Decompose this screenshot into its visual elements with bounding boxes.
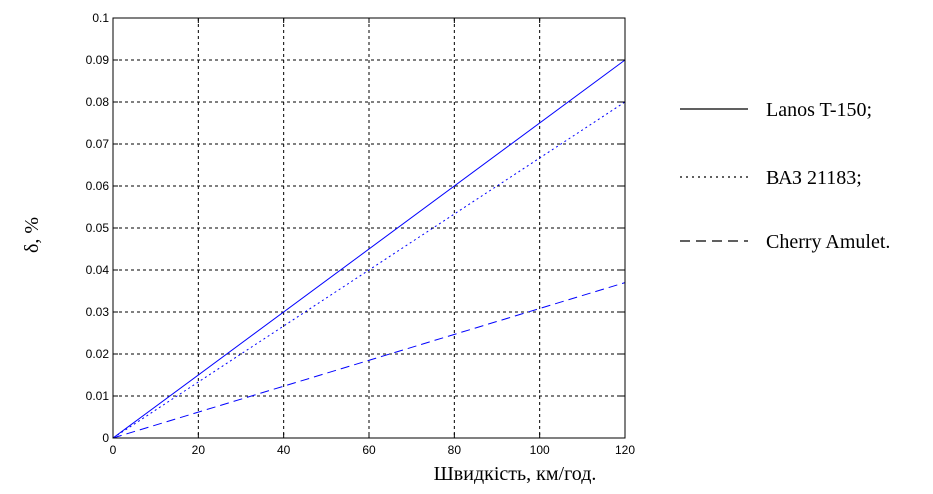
x-tick-label: 60 [362, 443, 376, 457]
y-tick-label: 0.04 [86, 263, 110, 277]
y-axis-title: δ, % [21, 217, 43, 253]
legend-label: Cherry Amulet. [766, 231, 890, 253]
x-tick-label: 40 [277, 443, 291, 457]
grid-lines [113, 18, 625, 438]
x-axis-title: Швидкість, км/год. [434, 463, 597, 485]
x-tick-label: 80 [448, 443, 462, 457]
legend: Lanos T-150; ВАЗ 21183; Cherry Amulet. [680, 99, 890, 253]
series-line [112, 282, 626, 439]
y-axis-ticks: 0 0.01 0.02 0.03 0.04 0.05 0.06 0.07 0.08 0.09 0.1 [86, 11, 625, 445]
y-tick-label: 0 [102, 431, 109, 445]
y-tick-label: 0.1 [92, 11, 109, 25]
legend-label: Lanos T-150; [766, 99, 872, 121]
y-tick-label: 0.03 [86, 305, 110, 319]
series-line [112, 59, 626, 439]
y-tick-label: 0.06 [86, 179, 110, 193]
series-lines [112, 59, 626, 439]
y-tick-label: 0.01 [86, 389, 110, 403]
y-tick-label: 0.05 [86, 221, 110, 235]
x-tick-label: 20 [192, 443, 206, 457]
x-tick-label: 0 [110, 443, 117, 457]
legend-label: ВАЗ 21183; [766, 167, 862, 189]
y-tick-label: 0.02 [86, 347, 110, 361]
x-tick-label: 100 [530, 443, 550, 457]
y-tick-label: 0.08 [86, 95, 110, 109]
series-line [112, 101, 626, 439]
y-tick-label: 0.09 [86, 53, 110, 67]
y-tick-label: 0.07 [86, 137, 110, 151]
x-tick-label: 120 [615, 443, 635, 457]
x-axis-ticks: 0 20 40 60 80 100 120 [110, 18, 635, 457]
